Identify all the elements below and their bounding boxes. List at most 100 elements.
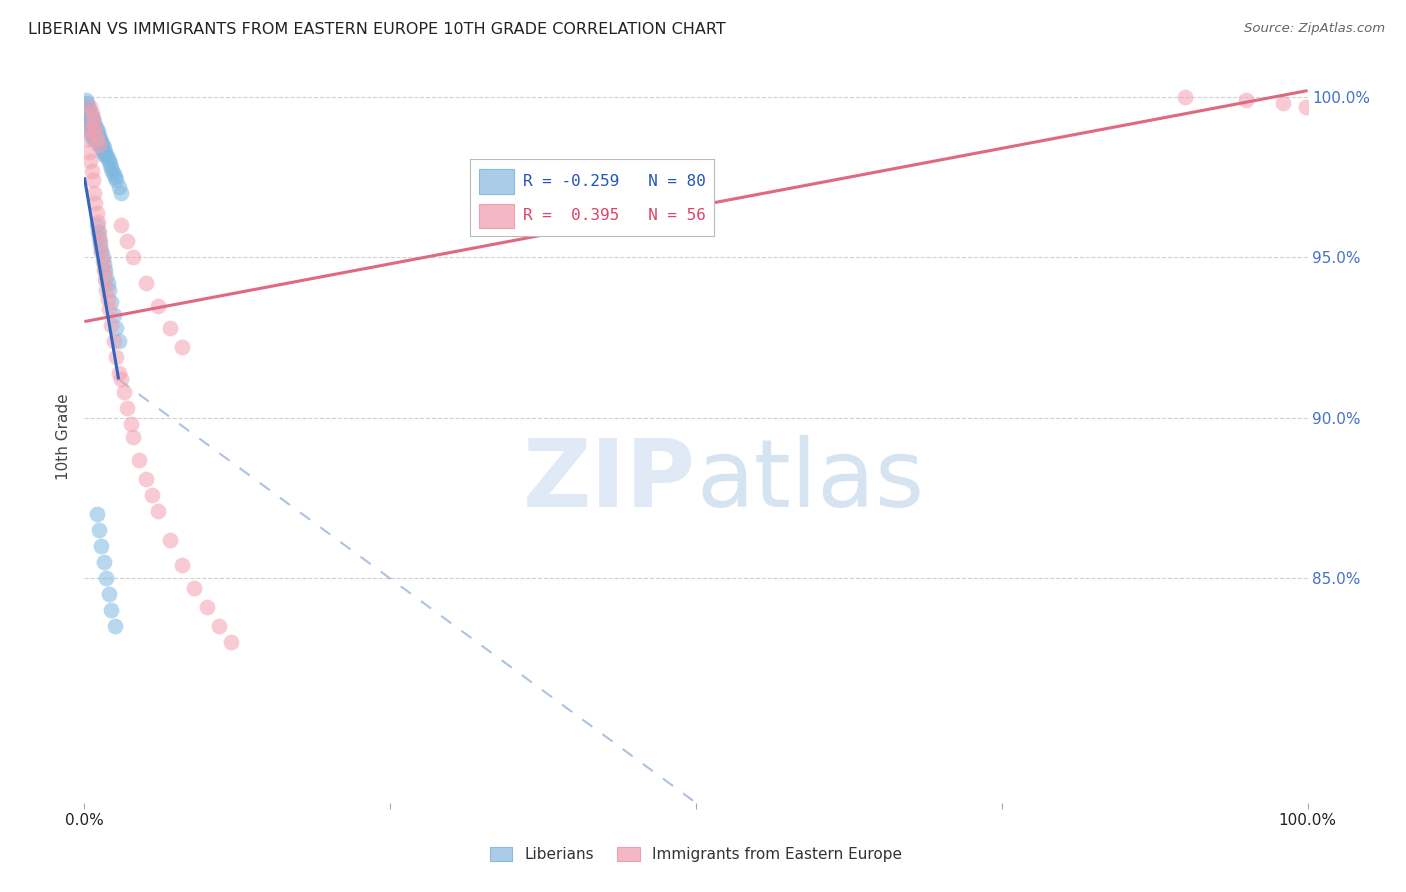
Point: [76, 96, 98, 111]
Point: [122, 251, 145, 265]
Point: [104, 170, 127, 185]
Point: [1295, 100, 1317, 114]
Point: [80, 163, 103, 178]
Point: [1174, 90, 1197, 104]
Point: [89, 132, 111, 146]
Point: [83, 128, 105, 143]
Point: [82, 132, 104, 146]
Point: [90, 135, 112, 149]
Point: [110, 372, 132, 386]
Point: [82, 112, 104, 127]
Point: [100, 318, 122, 332]
Point: [86, 205, 108, 219]
Point: [103, 334, 125, 348]
Point: [128, 452, 150, 467]
Point: [105, 173, 128, 187]
Point: [84, 132, 107, 146]
Point: [195, 600, 218, 615]
Point: [76, 109, 98, 123]
Point: [76, 122, 98, 136]
Point: [104, 619, 127, 633]
Point: [120, 417, 142, 432]
Point: [97, 154, 120, 169]
Point: [141, 488, 163, 502]
Point: [97, 301, 120, 316]
Point: [110, 186, 132, 201]
Point: [105, 321, 128, 335]
Point: [82, 112, 104, 127]
Point: [79, 106, 101, 120]
Point: [83, 119, 105, 133]
Point: [80, 106, 103, 120]
Point: [87, 523, 110, 537]
Point: [93, 148, 115, 162]
Point: [146, 504, 169, 518]
Point: [97, 151, 120, 165]
Point: [103, 308, 125, 322]
Point: [91, 138, 114, 153]
Point: [107, 366, 129, 380]
Point: [110, 219, 132, 233]
Point: [77, 100, 100, 114]
Point: [90, 539, 112, 553]
Point: [87, 225, 110, 239]
Text: LIBERIAN VS IMMIGRANTS FROM EASTERN EUROPE 10TH GRADE CORRELATION CHART: LIBERIAN VS IMMIGRANTS FROM EASTERN EURO…: [28, 22, 725, 37]
Point: [83, 116, 105, 130]
Point: [89, 138, 111, 153]
Point: [84, 125, 107, 139]
Point: [77, 116, 100, 130]
Point: [87, 138, 110, 153]
Point: [91, 251, 114, 265]
Point: [100, 295, 122, 310]
Point: [103, 167, 125, 181]
Point: [82, 119, 104, 133]
Point: [93, 141, 115, 155]
Point: [91, 253, 114, 268]
Point: [84, 195, 107, 210]
Text: atlas: atlas: [696, 435, 924, 527]
Point: [80, 109, 103, 123]
Point: [87, 225, 110, 239]
Point: [86, 128, 108, 143]
Point: [1272, 96, 1295, 111]
Point: [77, 119, 100, 133]
Point: [100, 603, 122, 617]
Point: [94, 263, 117, 277]
Point: [159, 533, 181, 547]
Point: [159, 321, 181, 335]
Point: [172, 340, 194, 354]
Point: [80, 128, 103, 143]
Point: [84, 125, 107, 139]
Point: [146, 299, 169, 313]
Point: [87, 215, 110, 229]
Point: [87, 125, 110, 139]
Point: [82, 125, 104, 139]
Point: [90, 244, 112, 258]
Point: [94, 145, 117, 159]
Point: [79, 154, 101, 169]
Point: [84, 119, 107, 133]
Point: [79, 125, 101, 139]
Point: [115, 235, 138, 249]
Point: [75, 100, 97, 114]
Legend: Liberians, Immigrants from Eastern Europe: Liberians, Immigrants from Eastern Europ…: [484, 841, 908, 868]
Point: [101, 163, 124, 178]
Point: [115, 401, 138, 416]
Point: [98, 157, 121, 171]
Point: [97, 283, 120, 297]
Point: [105, 350, 128, 364]
Point: [87, 231, 110, 245]
Point: [135, 276, 157, 290]
Point: [79, 119, 101, 133]
Point: [80, 122, 103, 136]
Point: [183, 581, 205, 595]
Point: [93, 263, 115, 277]
Point: [86, 507, 108, 521]
Point: [77, 145, 100, 159]
Point: [90, 244, 112, 258]
Y-axis label: 10th Grade: 10th Grade: [56, 393, 72, 481]
Point: [96, 571, 118, 585]
Point: [91, 145, 114, 159]
Point: [135, 472, 157, 486]
Point: [79, 100, 101, 114]
